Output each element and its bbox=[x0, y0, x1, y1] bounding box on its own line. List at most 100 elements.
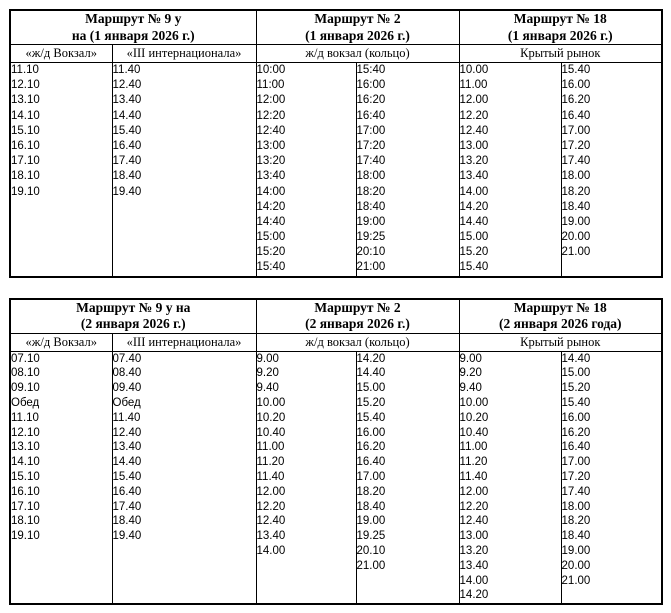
time-value: 14.20 bbox=[459, 200, 489, 213]
time-value: 17.40 bbox=[561, 155, 591, 168]
time-value: 14.40 bbox=[112, 456, 142, 469]
time-value: 18.40 bbox=[561, 200, 591, 213]
time-value: 12.00 bbox=[459, 94, 489, 107]
time-value: 18.20 bbox=[561, 185, 591, 198]
time-value: 16.40 bbox=[112, 485, 142, 498]
route-title-line: (1 января 2026 г.) bbox=[507, 27, 613, 43]
time-value: 12.40 bbox=[459, 124, 489, 137]
time-value: 15.10 bbox=[11, 124, 40, 137]
time-value: 12.20 bbox=[459, 109, 489, 122]
time-value: 18:40 bbox=[356, 200, 386, 213]
stop-header: Крытый рынок bbox=[458, 44, 663, 63]
time-value: 17:00 bbox=[356, 124, 386, 137]
time-value: 11.40 bbox=[459, 471, 488, 483]
time-value: 20.00 bbox=[561, 559, 591, 572]
time-value: 18.40 bbox=[112, 515, 142, 528]
time-value: 16.40 bbox=[112, 139, 142, 152]
time-value: 9.00 bbox=[459, 352, 482, 365]
time-value: 16.40 bbox=[561, 109, 591, 122]
time-value: 9.40 bbox=[256, 382, 279, 395]
time-value: 16:40 bbox=[356, 109, 386, 122]
time-value: 15.40 bbox=[356, 411, 386, 424]
route-title-line: Маршрут № 9 у на bbox=[76, 299, 191, 315]
times-column: 07.40 08.40 09.40 Обед 11.40 12.40 13.40 14.40 1… bbox=[111, 350, 257, 605]
time-value: 10:00 bbox=[256, 64, 286, 76]
time-value: 12.10 bbox=[11, 79, 40, 92]
time-value: 16.20 bbox=[561, 94, 591, 107]
time-value: 10.20 bbox=[256, 411, 286, 424]
time-value: 16.10 bbox=[11, 139, 40, 152]
route-title-line: (2 января 2026 г.) bbox=[80, 316, 186, 332]
time-value: 18.20 bbox=[356, 485, 386, 498]
route-title-line: Маршрут № 9 у bbox=[85, 11, 182, 26]
time-value: 20.10 bbox=[356, 544, 386, 557]
time-value: 11.10 bbox=[11, 411, 39, 424]
time-value: 13.40 bbox=[256, 530, 286, 543]
time-value: 14.40 bbox=[356, 367, 386, 380]
time-value: 19.40 bbox=[112, 185, 142, 198]
time-value: 19.10 bbox=[11, 185, 40, 198]
time-value: 12.00 bbox=[459, 485, 489, 498]
time-value: 14:00 bbox=[256, 185, 286, 198]
time-value: 10.00 bbox=[459, 397, 489, 410]
time-value: 18.20 bbox=[561, 515, 591, 528]
route-title-row: Маршрут № 9 у на (1 января 2026 г.) Марш… bbox=[9, 9, 663, 45]
time-value: Обед bbox=[11, 397, 40, 410]
route-title-line: (1 января 2026 г.) bbox=[305, 27, 410, 43]
time-value: 07.40 bbox=[112, 352, 142, 365]
time-value: 13.10 bbox=[11, 94, 40, 107]
time-value: 13.40 bbox=[459, 559, 489, 572]
times-column: 11.10 12.10 13.10 14.10 15.10 16.10 17.10 18.10… bbox=[9, 61, 113, 278]
time-value: 18:00 bbox=[356, 170, 386, 183]
route-title-line: на (1 января 2026 г.) bbox=[71, 27, 195, 43]
time-value: 15.20 bbox=[356, 397, 386, 410]
time-value: 17:20 bbox=[356, 139, 386, 152]
time-value: 09.10 bbox=[11, 382, 40, 395]
time-value: 16.20 bbox=[356, 441, 386, 454]
time-value: 14.00 bbox=[459, 185, 489, 198]
time-value: 10.00 bbox=[459, 64, 489, 76]
table-spacer bbox=[9, 278, 662, 298]
time-value: 17.20 bbox=[561, 139, 591, 152]
time-value: 13:40 bbox=[256, 170, 286, 183]
times-column: 10.00 11.00 12.00 12.20 12.40 13.00 13.20 13.40… bbox=[458, 61, 562, 278]
time-value: 18.00 bbox=[561, 500, 591, 513]
time-value: 08.40 bbox=[112, 367, 142, 380]
times-column: 14.40 15.00 15.20 15.40 16.00 16.20 16.40 17.00… bbox=[560, 350, 663, 605]
times-column: 07.10 08.10 09.10 Обед 11.10 12.10 13.10 14.10 1… bbox=[9, 350, 113, 605]
time-value: 12.40 bbox=[256, 515, 286, 528]
times-column: 15:40 16:00 16:20 16:40 17:00 17:20 17:40 18:00… bbox=[355, 61, 460, 278]
time-value: 13.00 bbox=[459, 139, 489, 152]
time-value: 17.20 bbox=[561, 471, 591, 483]
time-value: 12.10 bbox=[11, 426, 40, 439]
time-value: 19.40 bbox=[112, 530, 142, 543]
time-value: 10.40 bbox=[459, 426, 489, 439]
time-value: 15.00 bbox=[459, 231, 489, 244]
time-value: 13:00 bbox=[256, 139, 286, 152]
time-value: 13.10 bbox=[11, 441, 40, 454]
time-value: 16:20 bbox=[356, 94, 386, 107]
time-value: 14.40 bbox=[112, 109, 142, 122]
time-value: 10.00 bbox=[256, 397, 286, 410]
time-value: 17.00 bbox=[356, 471, 386, 483]
time-value: 14.20 bbox=[459, 589, 489, 602]
time-value: 18.40 bbox=[112, 170, 142, 183]
time-value: 15.00 bbox=[561, 367, 591, 380]
time-value: 11.00 bbox=[459, 441, 488, 454]
route-2-title: Маршрут № 2 (1 января 2026 г.) bbox=[255, 9, 460, 45]
time-value: 13.00 bbox=[459, 530, 489, 543]
route-18-title: Маршрут № 18 (2 января 2026 года) bbox=[458, 298, 663, 334]
time-value: 12.20 bbox=[256, 500, 286, 513]
times-row: 07.10 08.10 09.10 Обед 11.10 12.10 13.10 14.10 1… bbox=[9, 350, 663, 605]
time-value: 9.40 bbox=[459, 382, 482, 395]
time-value: 12:00 bbox=[256, 94, 286, 107]
time-value: 15.00 bbox=[356, 382, 386, 395]
time-value: 16.00 bbox=[356, 426, 386, 439]
time-value: 19:25 bbox=[356, 231, 386, 244]
route-title-line: Маршрут № 18 bbox=[513, 299, 607, 315]
time-value: 13.40 bbox=[112, 94, 142, 107]
time-value: 17.00 bbox=[561, 456, 591, 469]
stop-header: «III интернационала» bbox=[111, 44, 257, 63]
time-value: 15.40 bbox=[561, 397, 591, 410]
time-value: 19.00 bbox=[356, 515, 386, 528]
